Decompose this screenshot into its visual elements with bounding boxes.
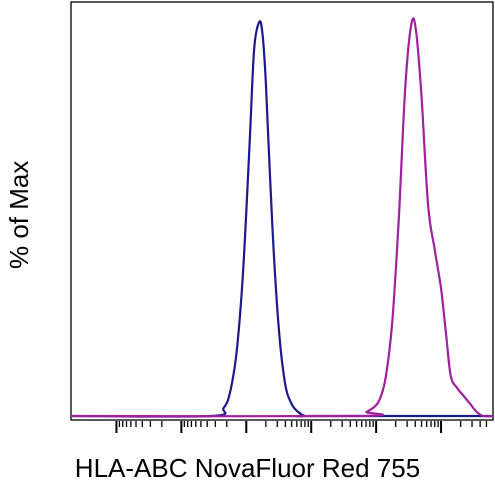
plot-frame (70, 1, 494, 421)
histogram-series-1 (70, 20, 493, 418)
x-axis-label: HLA-ABC NovaFluor Red 755 (74, 453, 421, 483)
y-axis-label: % of Max (4, 160, 34, 270)
histogram-series-2 (70, 17, 494, 418)
